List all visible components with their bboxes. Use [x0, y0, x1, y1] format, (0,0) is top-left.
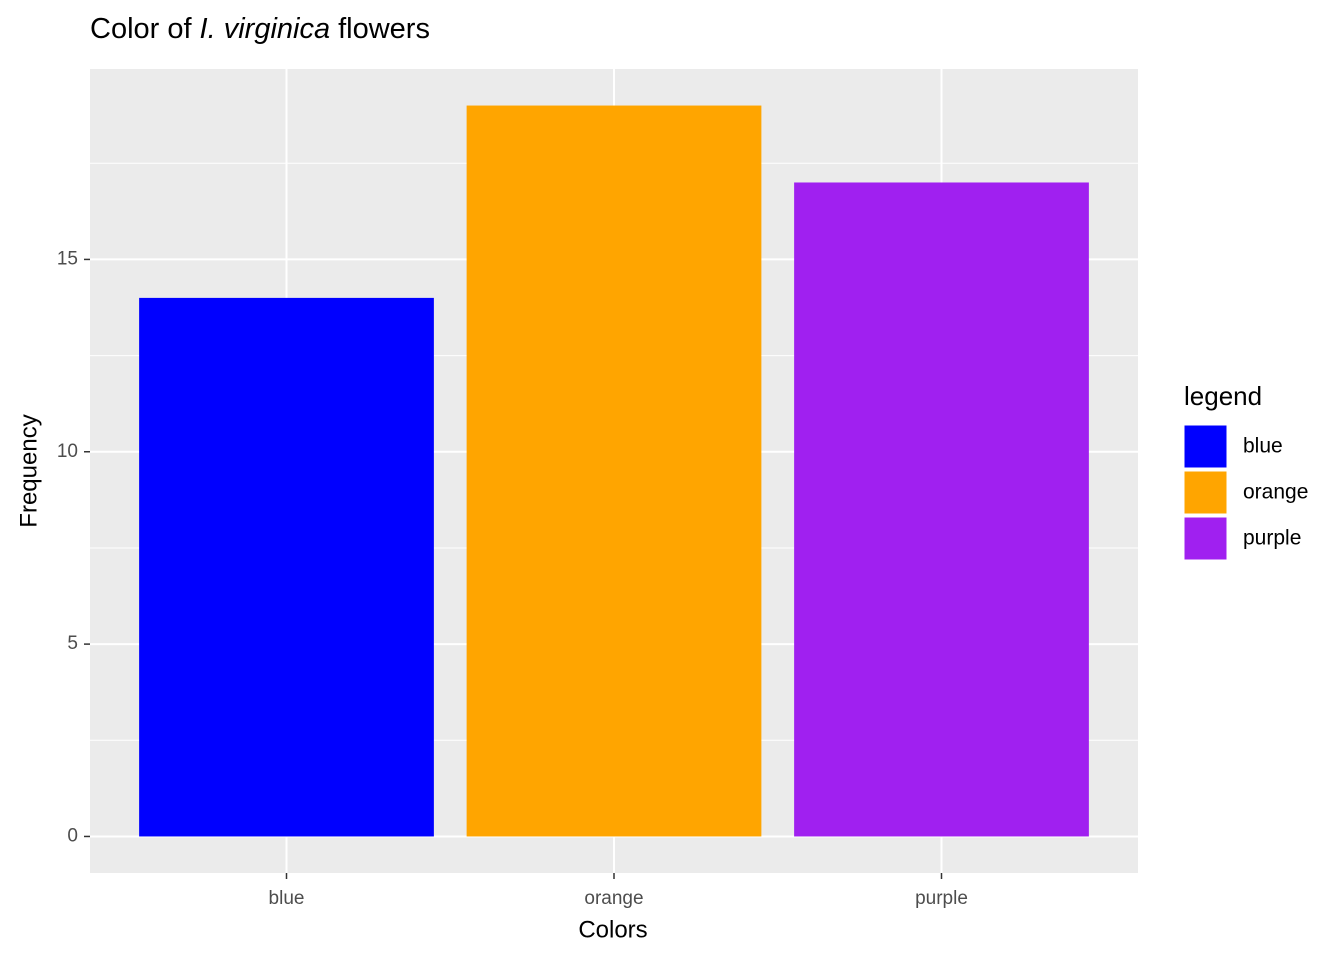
bar [139, 297, 434, 837]
legend-label: orange [1243, 481, 1308, 504]
bar [466, 105, 762, 837]
title-part: I. virginica [200, 13, 331, 45]
legend-key [1183, 424, 1228, 469]
legend-label: blue [1243, 435, 1283, 458]
legend-label: purple [1243, 527, 1301, 550]
y-tick-label: 15 [57, 248, 78, 269]
x-tick-label: blue [269, 888, 305, 909]
x-tick-label: purple [915, 888, 968, 909]
y-axis-title: Frequency [15, 414, 42, 527]
chart-title: Color of I. virginica flowers [90, 13, 430, 45]
y-tick-label: 5 [67, 633, 78, 654]
title-part: Color of [90, 13, 192, 45]
y-tick-label: 10 [57, 441, 78, 462]
legend-key [1183, 516, 1228, 561]
x-axis-title: Colors [578, 916, 647, 943]
legend-key [1183, 470, 1228, 515]
y-tick-label: 0 [67, 825, 78, 846]
title-part: flowers [338, 13, 430, 45]
x-tick-label: orange [584, 888, 643, 909]
legend-title: legend [1184, 381, 1262, 411]
bar [794, 182, 1089, 837]
